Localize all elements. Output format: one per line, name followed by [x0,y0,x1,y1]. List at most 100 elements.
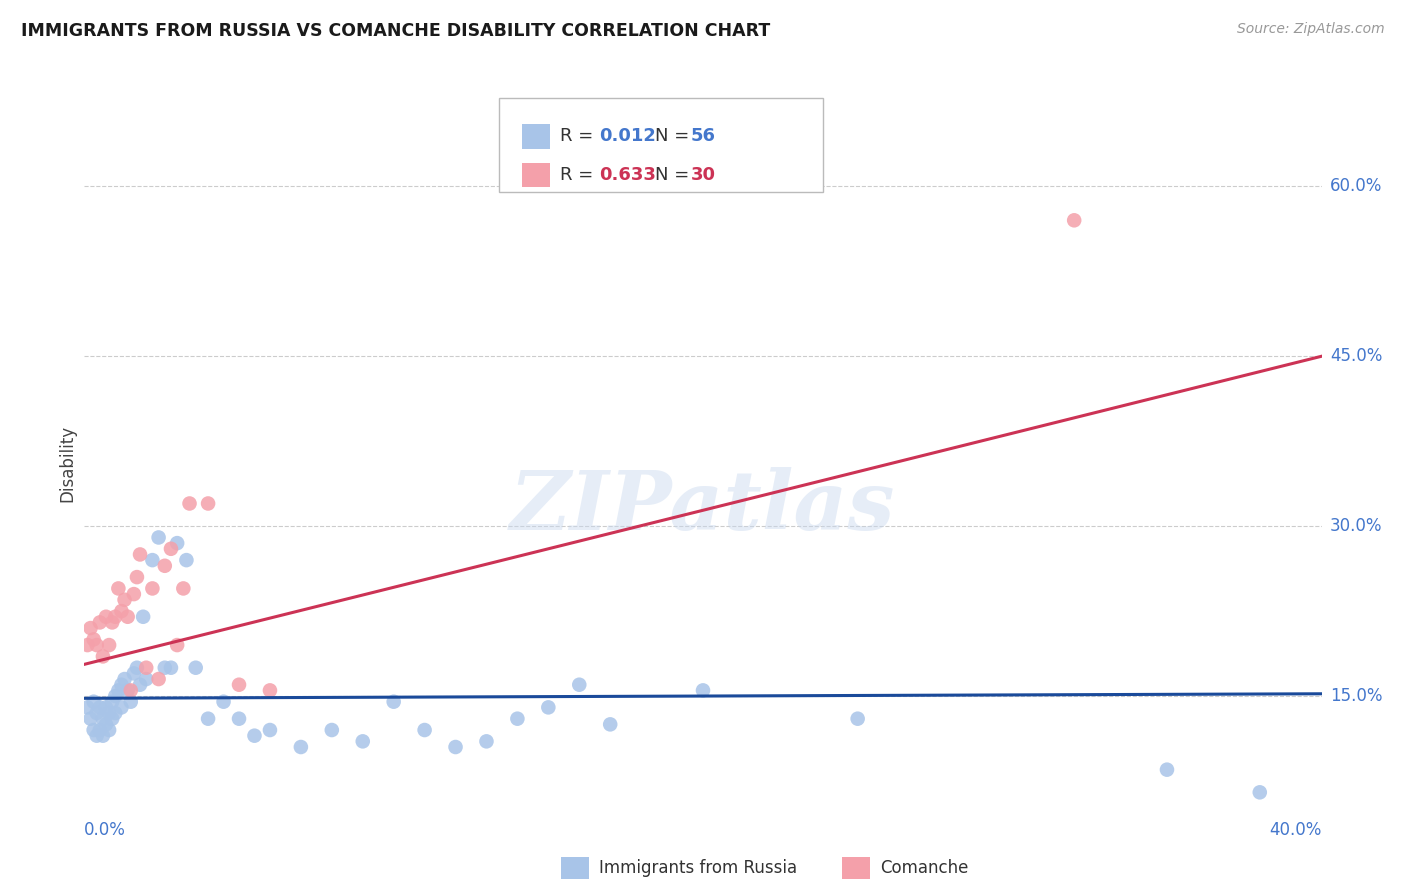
Point [129,678,152,692]
Point [104,689,127,703]
Point [79,621,101,635]
Point [117,609,139,624]
Point [179,496,201,510]
Point [148,531,170,545]
Point [259,683,281,698]
Point [120,683,142,698]
Text: Immigrants from Russia: Immigrants from Russia [599,859,797,877]
Point [98,723,121,737]
Point [120,695,142,709]
Point [197,496,219,510]
Point [125,570,148,584]
Text: R =: R = [560,128,599,145]
Y-axis label: Disability: Disability [58,425,76,502]
Point [475,734,498,748]
Point [86,706,108,720]
Point [98,638,121,652]
Point [160,661,183,675]
Point [153,558,176,573]
Text: 0.0%: 0.0% [84,821,127,838]
Text: 0.633: 0.633 [599,166,655,184]
Point [132,609,155,624]
Point [125,661,148,675]
Point [166,536,188,550]
Point [83,723,105,737]
Point [148,672,170,686]
Point [141,553,163,567]
Point [413,723,436,737]
Point [114,672,136,686]
Point [197,712,219,726]
Point [94,717,117,731]
Point [153,661,176,675]
Point [89,723,111,737]
Text: N =: N = [655,128,695,145]
Point [94,700,117,714]
Point [506,712,529,726]
Point [89,615,111,630]
Point [243,729,266,743]
Point [110,604,132,618]
Text: 40.0%: 40.0% [1270,821,1322,838]
Point [122,666,145,681]
Text: R =: R = [560,166,599,184]
Point [135,672,157,686]
Point [184,661,207,675]
Point [86,729,108,743]
Point [228,678,250,692]
Point [228,712,250,726]
Point [76,700,98,714]
Point [107,683,129,698]
Point [352,734,374,748]
Point [599,717,621,731]
Point [141,582,163,596]
Text: ZIPatlas: ZIPatlas [510,467,896,547]
Point [259,723,281,737]
Text: N =: N = [655,166,695,184]
Point [160,541,183,556]
Text: 45.0%: 45.0% [1330,347,1382,365]
Point [846,712,869,726]
Text: Comanche: Comanche [880,859,969,877]
Point [129,548,152,562]
Point [101,615,124,630]
Text: 30.0%: 30.0% [1330,517,1382,535]
Point [568,678,591,692]
Point [79,712,101,726]
Point [76,638,98,652]
Text: 0.012: 0.012 [599,128,655,145]
Point [117,683,139,698]
Point [176,553,198,567]
Point [692,683,714,698]
Point [290,739,312,754]
Point [1249,785,1271,799]
Point [110,678,132,692]
Point [382,695,405,709]
Point [98,706,121,720]
Point [114,592,136,607]
Point [135,661,157,675]
Text: 60.0%: 60.0% [1330,178,1382,195]
Point [1156,763,1178,777]
Text: IMMIGRANTS FROM RUSSIA VS COMANCHE DISABILITY CORRELATION CHART: IMMIGRANTS FROM RUSSIA VS COMANCHE DISAB… [21,22,770,40]
Point [104,706,127,720]
Point [94,609,117,624]
Point [537,700,560,714]
Point [122,587,145,601]
Point [321,723,343,737]
Point [212,695,235,709]
Point [104,609,127,624]
Point [91,729,114,743]
Point [86,638,108,652]
Text: Source: ZipAtlas.com: Source: ZipAtlas.com [1237,22,1385,37]
Point [91,649,114,664]
Point [444,739,467,754]
Point [166,638,188,652]
Point [83,695,105,709]
Text: 30: 30 [690,166,716,184]
Text: 56: 56 [690,128,716,145]
Point [101,712,124,726]
Point [107,582,129,596]
Point [1063,213,1085,227]
Point [89,700,111,714]
